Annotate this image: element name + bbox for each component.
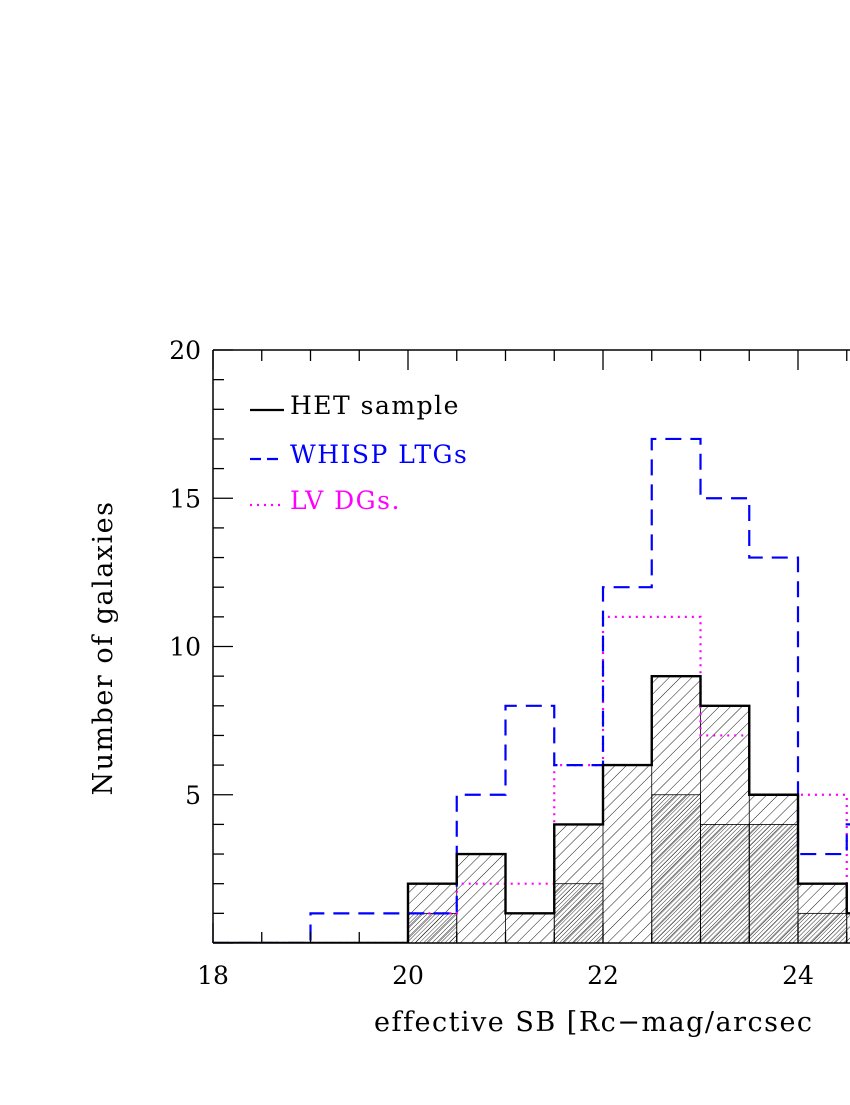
- x-tick-label: 22: [587, 961, 619, 990]
- y-axis-label: Number of galaxies: [88, 500, 119, 795]
- x-tick-label: 18: [197, 961, 229, 990]
- subset-bar: [748, 824, 799, 943]
- x-axis-label: effective SB [Rc−mag/arcsec: [374, 1007, 814, 1038]
- bar: [603, 765, 652, 943]
- subset-bar: [651, 794, 701, 943]
- legend-whisp-ltgs-label: WHISP LTGs: [290, 440, 468, 469]
- x-tick-label: 24: [782, 961, 814, 990]
- y-tick-label: 10: [169, 633, 201, 662]
- x-tick-label: 20: [392, 961, 424, 990]
- het-sample-line: [213, 674, 850, 943]
- legend-lv-dgs-label: LV DGs.: [290, 486, 401, 515]
- subset-bar: [553, 883, 604, 943]
- subset-bar: [797, 912, 848, 943]
- y-tick-label: 20: [169, 336, 201, 365]
- subset-bar: [700, 824, 750, 943]
- subset-bar: [407, 912, 458, 943]
- bar: [846, 913, 850, 943]
- bar: [456, 854, 506, 943]
- y-tick-label: 15: [169, 484, 201, 513]
- bar: [505, 913, 555, 943]
- y-tick-label: 5: [185, 781, 201, 810]
- legend-het-sample-label: HET sample: [290, 391, 460, 420]
